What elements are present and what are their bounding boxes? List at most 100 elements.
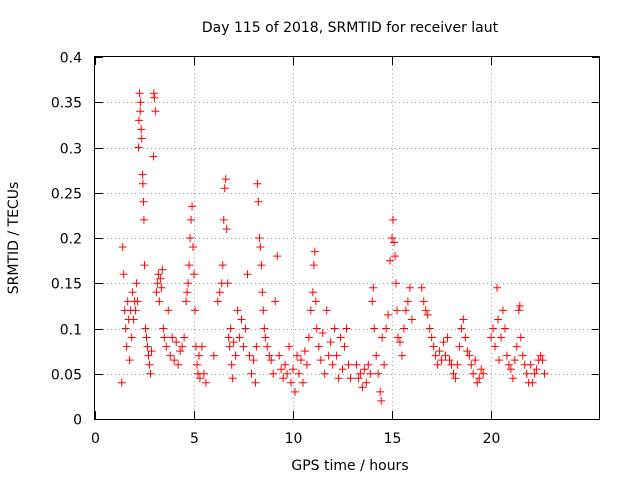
data-point [176, 347, 185, 356]
data-point [186, 234, 195, 242]
data-point [471, 356, 480, 365]
data-point [129, 315, 138, 324]
data-point [168, 333, 177, 342]
data-point [310, 247, 319, 256]
data-point [123, 297, 132, 306]
data-point [172, 338, 181, 347]
data-point [538, 356, 547, 365]
data-point [384, 310, 393, 319]
data-point [147, 347, 156, 356]
data-point [532, 365, 541, 374]
data-point [369, 283, 378, 292]
data-point [267, 356, 276, 365]
data-point [151, 107, 160, 116]
data-point [145, 360, 154, 369]
data-point [121, 324, 130, 333]
y-tick-label: 0.25 [51, 187, 82, 203]
data-point [191, 306, 200, 315]
data-point [316, 356, 325, 365]
data-point [194, 351, 203, 360]
data-point [142, 333, 151, 342]
data-point [312, 324, 321, 333]
data-point [119, 270, 128, 279]
data-point [467, 360, 476, 369]
data-point [391, 252, 400, 261]
x-tick-label: 5 [190, 431, 199, 447]
data-point [530, 369, 539, 378]
data-point [382, 324, 391, 333]
data-point [162, 342, 171, 351]
data-point [287, 378, 296, 387]
data-point [502, 351, 511, 360]
y-axis-label: SRMTID / TECUs [6, 182, 22, 295]
data-point [218, 261, 227, 270]
data-point [251, 378, 260, 387]
data-point [344, 360, 353, 369]
data-point [536, 351, 545, 360]
data-point [469, 369, 478, 378]
data-point [372, 351, 381, 360]
data-point [397, 351, 406, 360]
data-point [336, 333, 345, 342]
y-tick-label: 0.3 [60, 142, 82, 158]
data-point [195, 374, 204, 383]
data-point [184, 279, 193, 288]
axis-ticks [95, 57, 600, 420]
data-point [222, 224, 231, 233]
data-point [188, 202, 197, 211]
data-point [281, 360, 290, 369]
data-point [235, 333, 244, 342]
data-point [457, 324, 466, 333]
data-point [156, 274, 165, 283]
data-point [215, 288, 224, 297]
data-point [197, 342, 206, 351]
data-point [506, 365, 515, 374]
data-point [405, 283, 414, 292]
data-point [475, 374, 484, 383]
data-point [237, 315, 246, 324]
chart-title: Day 115 of 2018, SRMTID for receiver lau… [202, 20, 499, 36]
data-point [152, 288, 161, 297]
data-point [245, 351, 254, 360]
data-point [201, 378, 210, 387]
data-point [183, 288, 192, 297]
x-tick-label: 15 [384, 431, 402, 447]
data-point [465, 351, 474, 360]
x-tick-label: 0 [91, 431, 100, 447]
data-point [174, 360, 183, 369]
data-point [451, 374, 460, 383]
data-point [293, 351, 301, 360]
data-point [500, 324, 509, 333]
data-point [219, 215, 228, 224]
data-point [449, 369, 458, 378]
data-point [403, 297, 412, 306]
data-point [182, 297, 191, 306]
data-point [289, 365, 298, 374]
data-point [279, 374, 288, 383]
data-point [153, 279, 162, 288]
data-point [322, 306, 331, 315]
data-point [445, 356, 454, 365]
data-point [366, 369, 375, 378]
data-point [453, 360, 462, 369]
data-point [540, 369, 549, 378]
data-point [304, 333, 313, 342]
data-point [431, 351, 440, 360]
data-point [164, 306, 173, 315]
data-point [269, 369, 278, 378]
data-point [528, 378, 537, 387]
data-point [330, 324, 339, 333]
data-point [291, 387, 300, 396]
data-point [423, 310, 432, 319]
data-point [512, 342, 521, 351]
data-point [122, 342, 131, 351]
data-point [229, 338, 238, 347]
data-point [252, 342, 261, 351]
data-point [386, 256, 395, 265]
data-point [309, 261, 318, 270]
data-point [311, 297, 320, 306]
data-point [518, 351, 527, 360]
data-point [132, 279, 141, 288]
data-point [338, 365, 347, 374]
